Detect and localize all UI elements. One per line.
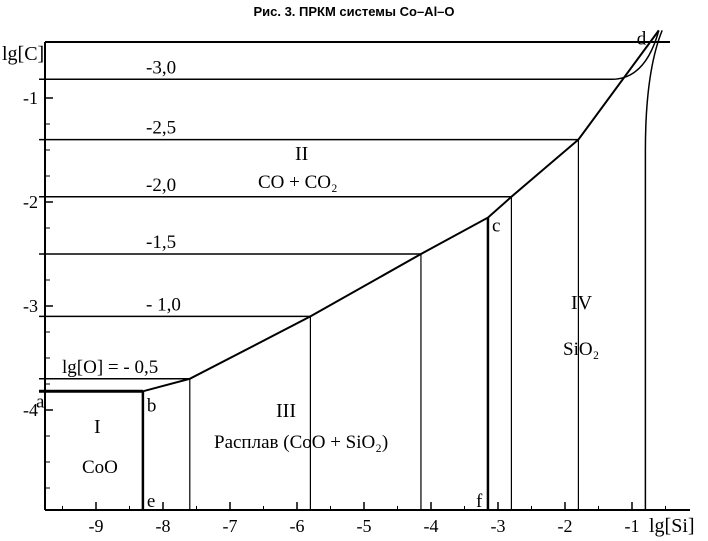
isobar-label: -3,0 (146, 57, 176, 78)
y-tick-label: -1 (23, 88, 38, 108)
vertical-lines (141, 30, 663, 510)
region-3-number: III (276, 400, 296, 422)
point-label-d: d (637, 28, 647, 49)
point-label-e: e (147, 491, 155, 512)
region-3-phase: Расплав (CoO + SiO₂) (214, 432, 388, 453)
x-tick-label: -4 (424, 516, 439, 536)
x-tick-label: -9 (89, 516, 104, 536)
x-axis-title: lg[Si] (649, 515, 695, 537)
x-tick-label: -3 (491, 516, 506, 536)
x-tick-label: -5 (357, 516, 372, 536)
region-1-number: I (94, 416, 101, 438)
isobar-label: lg[O] = - 0,5 (62, 357, 158, 378)
boundary-curves (39, 29, 660, 393)
isobar-label: - 1,0 (146, 294, 181, 315)
point-label-c: c (492, 216, 500, 237)
x-tick-label: -7 (223, 516, 238, 536)
x-tick-label: -1 (625, 516, 640, 536)
x-tick-label: -6 (290, 516, 305, 536)
region-4-phase: SiO₂ (563, 339, 599, 360)
y-tick-label: -3 (23, 296, 38, 316)
boundary-curve (39, 29, 660, 393)
region-4-number: IV (571, 292, 593, 314)
x-tick-label: -2 (558, 516, 573, 536)
region-2-number: II (295, 143, 308, 165)
point-label-b: b (147, 395, 157, 416)
isobar-lines: -3,0 -2,5 -2,0 -1,5 - 1,0 lg[O] = - 0,5 (39, 30, 660, 380)
isobar-line (39, 30, 660, 81)
isobar-label: -1,5 (146, 232, 176, 253)
y-tick-label: -4 (23, 400, 38, 420)
figure-caption: Рис. 3. ПРКМ системы Co–Al–O (253, 4, 455, 19)
x-tick-label: -8 (156, 516, 171, 536)
isobar-label: -2,5 (146, 118, 176, 139)
y-axis-title: lg[C] (2, 43, 44, 65)
y-tick-label: -2 (23, 192, 38, 212)
chart-labels: a b c d e f (36, 28, 647, 511)
vertical-line (644, 30, 663, 510)
isobar-label: -2,0 (146, 175, 176, 196)
region-2-phase: CO + CO₂ (258, 172, 338, 193)
region-1-phase: CoO (82, 457, 118, 478)
point-label-a: a (36, 391, 45, 412)
point-label-f: f (476, 491, 483, 512)
axis-ticks: -9 -8 -7 -6 -5 -4 -3 -2 -1 -1 -2 -3 -4 (23, 88, 666, 536)
